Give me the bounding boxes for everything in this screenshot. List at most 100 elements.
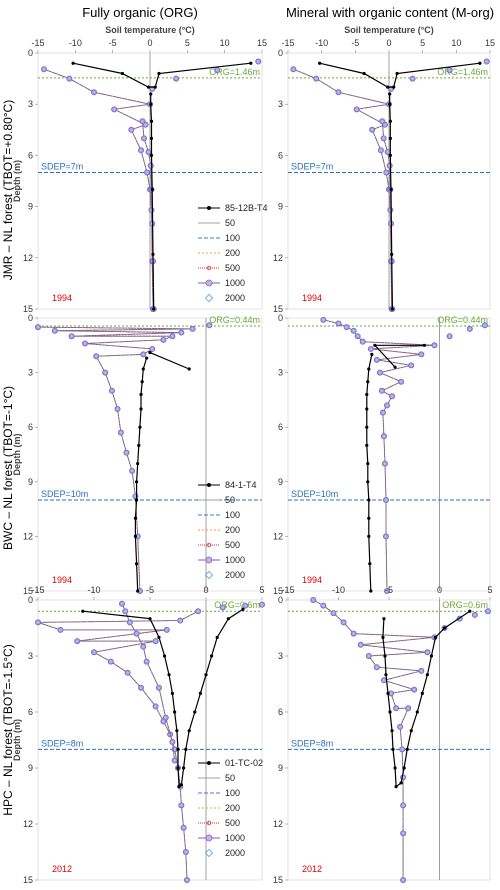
legend-label: 500	[225, 540, 240, 550]
observed-point	[149, 153, 154, 157]
observed-point	[173, 710, 177, 714]
sim-point-1000	[138, 147, 145, 154]
observed-point	[150, 187, 154, 192]
sim-point-2000	[384, 588, 390, 594]
sim-point-2000	[259, 602, 265, 608]
y-tick-label: 0	[28, 48, 33, 58]
sim-point-2000	[400, 830, 406, 836]
col-title-morg: Mineral with organic content (M-org)	[286, 5, 494, 20]
sim-point-1000	[51, 327, 58, 334]
x-tick-label: -10	[87, 585, 100, 595]
sim-point-1000	[367, 345, 374, 352]
legend-label: 50	[225, 218, 235, 228]
legend-label: 200	[225, 803, 240, 813]
sim-point-1000	[169, 738, 176, 745]
observed-point	[392, 85, 396, 89]
sim-point-2000	[128, 127, 134, 133]
observed-point	[175, 729, 179, 733]
observed-point	[393, 766, 397, 770]
sim-point-2000	[393, 705, 399, 711]
observed-point	[139, 392, 143, 397]
x-axis-title: Soil temperature (°C)	[105, 25, 195, 35]
sim-point-1000	[310, 597, 317, 604]
sim-point-2000	[150, 258, 156, 264]
sim-point-1000	[82, 340, 89, 347]
observed-point	[395, 71, 399, 76]
sim-point-1000	[400, 830, 407, 837]
panel-JMR-Morg: 0 3 6 9 12 15 -15 -10 -5 0 5 10 15 Soil temperature (…	[273, 25, 495, 314]
sim-point-2000	[173, 75, 179, 82]
observed-point	[151, 252, 155, 256]
y-tick-label: 3	[278, 99, 283, 109]
sim-point-1000	[354, 333, 361, 340]
sim-line-100	[142, 121, 154, 310]
observed-point	[198, 691, 202, 695]
x-tick-label: -10	[332, 585, 345, 595]
legend-label: 1000	[225, 555, 245, 565]
observed-point	[149, 92, 153, 96]
x-tick-label: 0	[437, 585, 442, 595]
observed-point	[210, 654, 214, 658]
observed-point	[390, 252, 394, 256]
y-tick-label: 6	[278, 422, 283, 432]
observed-point	[365, 425, 369, 429]
sim-point-1000	[431, 342, 438, 349]
sim-point-2000	[408, 362, 414, 368]
sim-point-2000	[164, 627, 170, 633]
observed-point	[157, 71, 161, 76]
sim-point-1000	[138, 684, 145, 691]
sim-point-1000	[255, 58, 262, 65]
observed-point	[367, 534, 371, 539]
sim-point-2000	[144, 658, 150, 665]
observed-point	[399, 781, 403, 785]
observed-point	[362, 71, 366, 76]
sim-point-2000	[383, 533, 389, 540]
sim-point-2000	[472, 612, 478, 618]
x-axis-title: Soil temperature (°C)	[344, 25, 434, 35]
x-tick-label: -10	[315, 38, 328, 48]
x-tick-label: 0	[203, 585, 208, 595]
year-label: 2012	[52, 864, 72, 874]
observed-point	[383, 654, 387, 658]
legend-label: 01-TC-02	[225, 758, 263, 768]
observed-point	[139, 407, 143, 411]
sim-point-2000	[169, 333, 176, 339]
sim-line-100	[313, 599, 435, 880]
sim-point-1000	[117, 429, 124, 436]
sim-point-2000	[380, 410, 386, 416]
observed-point	[177, 785, 181, 789]
sim-point-1000	[68, 333, 75, 340]
sim-point-1000	[143, 658, 150, 665]
legend-marker-1000	[205, 834, 213, 842]
sim-point-2000	[180, 825, 187, 831]
year-label: 2012	[302, 864, 322, 874]
y-tick-label: 15	[23, 586, 33, 596]
y-tick-label: 3	[28, 651, 33, 661]
sim-point-2000	[335, 320, 342, 327]
observed-point	[382, 617, 386, 621]
y-tick-label: 6	[28, 422, 33, 432]
observed-point	[391, 747, 395, 751]
sim-point-1000	[123, 449, 130, 456]
sim-point-1000	[389, 393, 396, 400]
legend-label: 85-12B-T4	[225, 203, 268, 213]
observed-point	[433, 635, 438, 639]
observed-point	[405, 747, 409, 751]
sim-point-2000	[172, 757, 178, 764]
observed-point	[134, 562, 139, 566]
observed-point	[468, 609, 472, 613]
sim-line-50	[37, 326, 193, 592]
observed-point	[141, 367, 145, 371]
y-tick-label: 9	[278, 202, 283, 212]
sim-point-1000	[163, 626, 170, 633]
legend-marker-500	[206, 265, 212, 271]
sim-point-2000	[122, 608, 128, 614]
observed-point	[388, 153, 392, 157]
sim-point-1000	[102, 369, 109, 376]
legend-marker-2000	[204, 293, 214, 303]
observed-point	[370, 352, 374, 356]
sim-point-2000	[160, 337, 167, 343]
sim-point-2000	[178, 802, 184, 808]
legend-marker-500	[206, 542, 212, 548]
sim-point-1000	[424, 649, 431, 656]
